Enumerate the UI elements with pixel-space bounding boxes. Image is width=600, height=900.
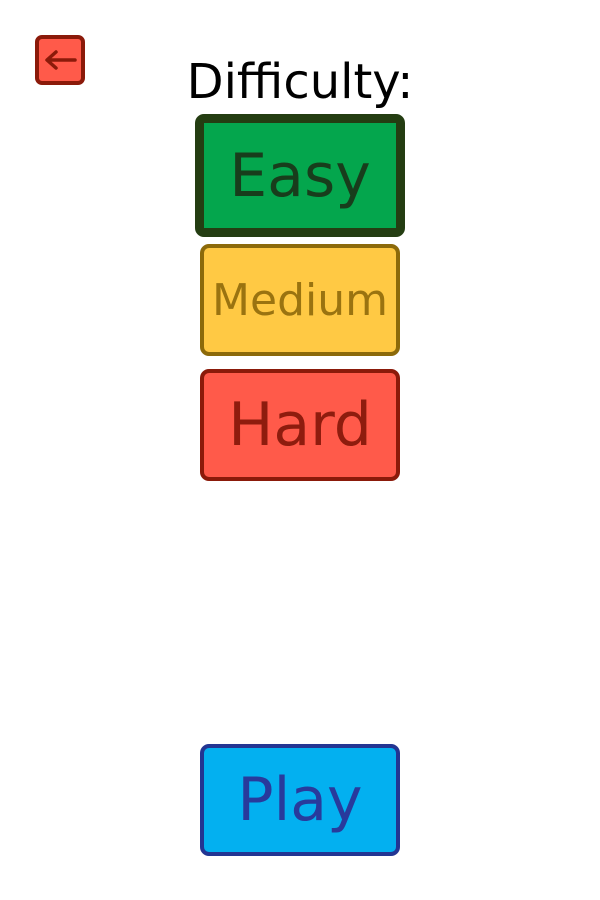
medium-button[interactable]: Medium (200, 244, 400, 356)
play-button-label: Play (237, 765, 363, 835)
play-button[interactable]: Play (200, 744, 400, 856)
hard-button[interactable]: Hard (200, 369, 400, 481)
easy-button[interactable]: Easy (195, 114, 405, 237)
easy-button-label: Easy (229, 140, 371, 211)
back-button[interactable] (35, 35, 85, 85)
hard-button-label: Hard (228, 390, 372, 460)
arrow-left-icon (43, 49, 77, 71)
medium-button-label: Medium (212, 274, 388, 326)
page-title: Difficulty: (186, 54, 414, 110)
